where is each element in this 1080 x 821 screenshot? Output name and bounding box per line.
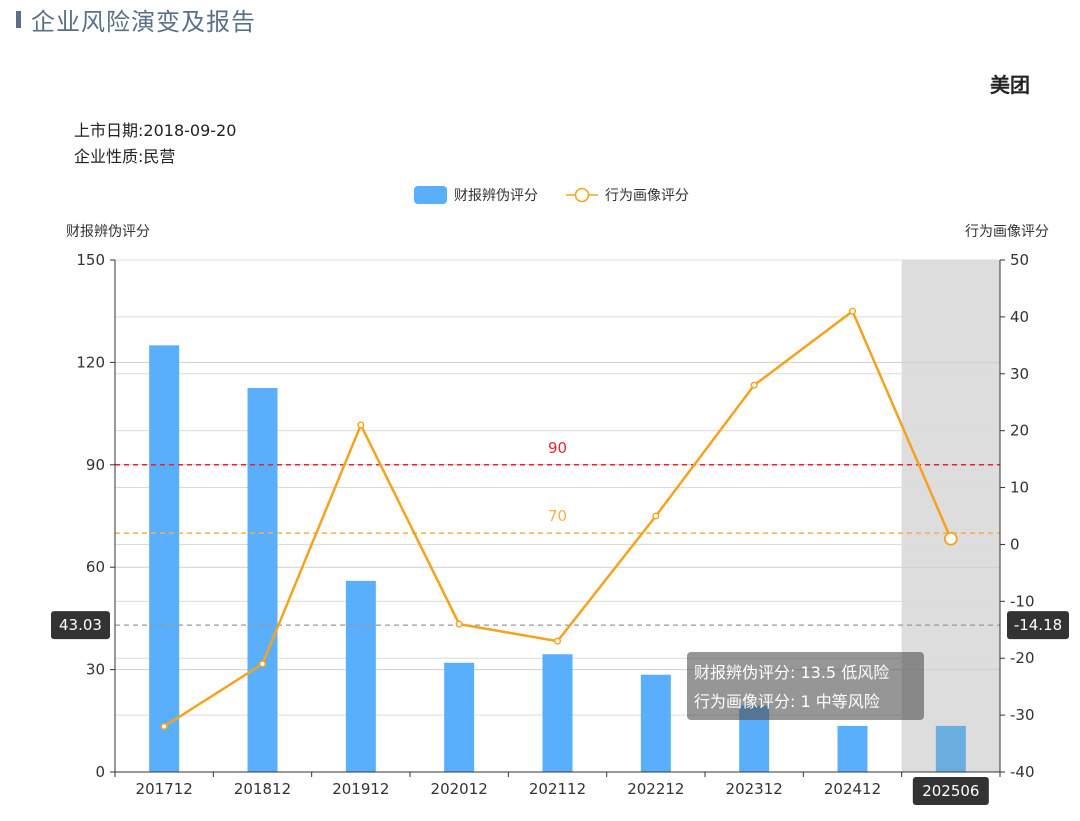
crosshair-right-value: -14.18 [1014,616,1062,634]
line-point-202212[interactable] [652,512,660,520]
enterprise-nature-row: 企业性质:民营 [74,143,175,167]
x-tick-label-202312: 202312 [726,780,783,798]
crosshair-right-box [1007,611,1069,640]
line-point-202112[interactable] [553,637,562,645]
bar-201812[interactable] [247,388,278,772]
listing-date-value: 2018-09-20 [143,121,237,140]
tooltip-box [687,652,924,720]
legend-label-line: 行为画像评分 [605,188,689,204]
y-right-tick-label: 20 [1010,422,1029,440]
line-point-202412[interactable] [848,307,857,315]
x-tick-label-202112: 202112 [529,780,586,798]
y-right-tick-label: 30 [1010,365,1029,383]
y-right-tick-label: 0 [1010,535,1020,553]
x-tick-label-201812: 201812 [234,780,291,798]
reference-label-70: 70 [548,507,567,525]
y-right-tick-label: -30 [1010,706,1035,724]
y-left-tick-label: 150 [76,251,105,269]
x-tick-label-202412: 202412 [824,780,881,798]
legend-line-marker [574,187,590,203]
y-left-tick-label: 120 [76,353,105,371]
x-tick-label-202212: 202212 [627,780,684,798]
bar-202212[interactable] [640,674,671,772]
y-right-tick-label: 10 [1010,479,1029,497]
y-left-tick-label: 90 [86,456,105,474]
crosshair-left-box [51,611,110,640]
y-right-tick-label: -10 [1010,592,1035,610]
y-right-tick-label: -40 [1010,763,1035,781]
y-left-axis-title: 财报辨伪评分 [66,224,150,240]
x-tick-label-201912: 201912 [332,780,389,798]
enterprise-nature-value: 民营 [143,147,176,166]
y-right-tick-label: 50 [1010,251,1029,269]
bar-202506[interactable] [935,725,966,772]
enterprise-nature-label: 企业性质: [74,147,144,166]
tooltip-line-1: 财报辨伪评分: 13.5 低风险 [694,663,889,682]
company-name: 美团 [990,73,1030,97]
x-tick-label-202012: 202012 [431,780,488,798]
crosshair-x-box [912,777,989,805]
y-left-tick-label: 60 [86,558,105,576]
line-point-202312[interactable] [750,381,758,389]
section-title: 企业风险演变及报告 [31,7,256,36]
line-point-201812[interactable] [258,660,267,668]
x-tick-label-201712: 201712 [136,780,193,798]
y-left-tick-label: 0 [95,763,105,781]
bar-202112[interactable] [542,654,573,772]
line-point-202506[interactable] [943,531,958,546]
bar-202012[interactable] [444,662,475,772]
y-right-tick-label: 40 [1010,308,1029,326]
reference-label-90: 90 [548,439,567,457]
y-right-tick-label: -20 [1010,649,1035,667]
y-left-tick-label: 30 [86,661,105,679]
listing-date-row: 上市日期:2018-09-20 [74,117,236,141]
section-bar-icon [16,10,21,28]
bar-202412[interactable] [837,725,868,772]
crosshair-x-value: 202506 [922,782,979,800]
bar-201712[interactable] [149,345,180,772]
section-header: 企业风险演变及报告 [16,4,256,36]
legend-bar-swatch[interactable] [414,186,447,204]
y-right-axis-title: 行为画像评分 [965,224,1049,240]
line-point-201712[interactable] [160,722,168,731]
bar-201912[interactable] [345,580,376,772]
listing-date-label: 上市日期: [74,121,144,140]
line-point-201912[interactable] [357,421,365,429]
tooltip-line-2: 行为画像评分: 1 中等风险 [694,692,880,711]
line-point-202012[interactable] [455,620,463,628]
legend-label-bar: 财报辨伪评分 [454,188,538,204]
crosshair-left-value: 43.03 [59,616,102,634]
